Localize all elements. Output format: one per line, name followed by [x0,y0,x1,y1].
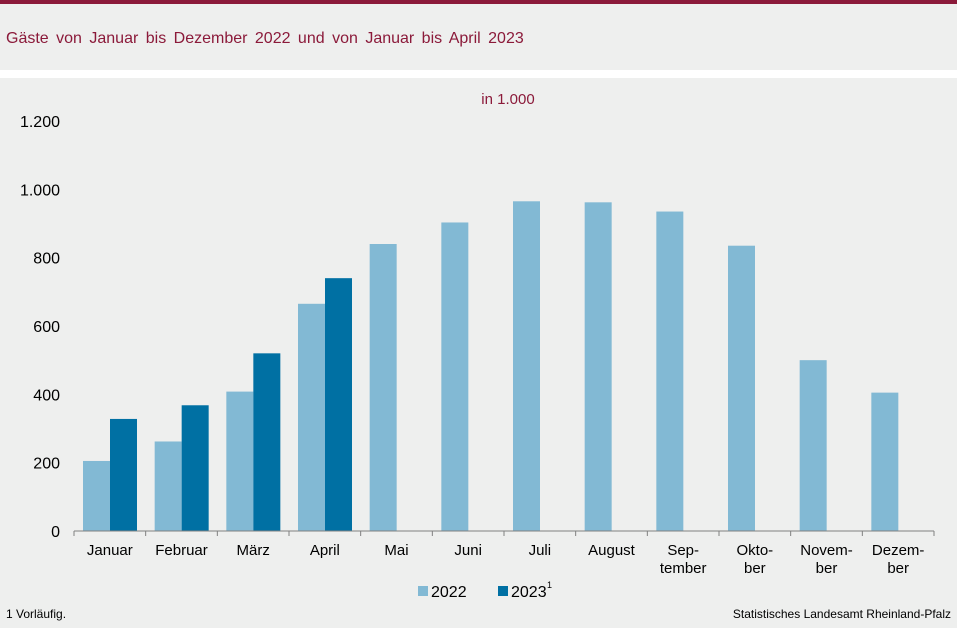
x-tick-label: August [588,542,636,559]
x-tick-label: Juni [454,542,482,559]
chart-title: Gäste von Januar bis Dezember 2022 und v… [6,30,524,47]
y-tick-label: 1.200 [20,114,60,131]
y-tick-label: 400 [33,387,60,404]
footnote: 1 Vorläufig. [6,607,67,621]
bar-2022-7 [584,202,612,532]
legend-swatch-2023 [498,586,508,596]
bar-2022-1 [154,441,182,531]
bar-2022-11 [871,392,899,531]
x-tick-label: Sep-tember [660,542,707,577]
x-tick-label: Dezem-ber [872,542,925,577]
x-tick-label: Januar [87,542,133,559]
bar-2022-10 [799,360,827,531]
x-tick-label: Okto-ber [736,542,773,577]
legend-swatch-2022 [418,586,428,596]
y-tick-label: 200 [33,456,60,473]
y-tick-label: 800 [33,251,60,268]
bar-2023-0 [110,418,137,531]
bar-2022-0 [83,460,110,531]
y-tick-label: 1.000 [20,182,60,199]
bar-2022-9 [728,245,755,532]
bar-2022-2 [226,391,254,531]
x-tick-label: Mai [384,542,408,559]
bar-2023-1 [181,405,209,531]
top-rule [0,0,957,4]
legend-footnote-mark: 1 [547,580,552,590]
x-tick-label: März [236,542,269,559]
y-tick-label: 0 [51,524,60,541]
bar-2022-4 [369,244,397,531]
x-tick-label: Novem-ber [800,542,853,577]
x-tick-label: Februar [155,542,208,559]
y-tick-label: 600 [33,319,60,336]
bar-2022-6 [513,201,540,531]
x-tick-label: April [310,542,340,559]
unit-label: in 1.000 [481,91,534,108]
bar-2022-8 [656,211,684,531]
bar-2022-3 [298,303,325,531]
legend-label-2022: 2022 [431,584,467,601]
bar-2023-2 [253,353,281,531]
bar-2023-3 [325,278,352,531]
x-tick-label: Juli [529,542,552,559]
legend-label-2023: 2023 [511,584,547,601]
bar-2022-5 [441,222,469,531]
source-label: Statistisches Landesamt Rheinland-Pfalz [732,607,951,621]
chart-panel [0,78,957,628]
title-band: Gäste von Januar bis Dezember 2022 und v… [0,4,957,70]
